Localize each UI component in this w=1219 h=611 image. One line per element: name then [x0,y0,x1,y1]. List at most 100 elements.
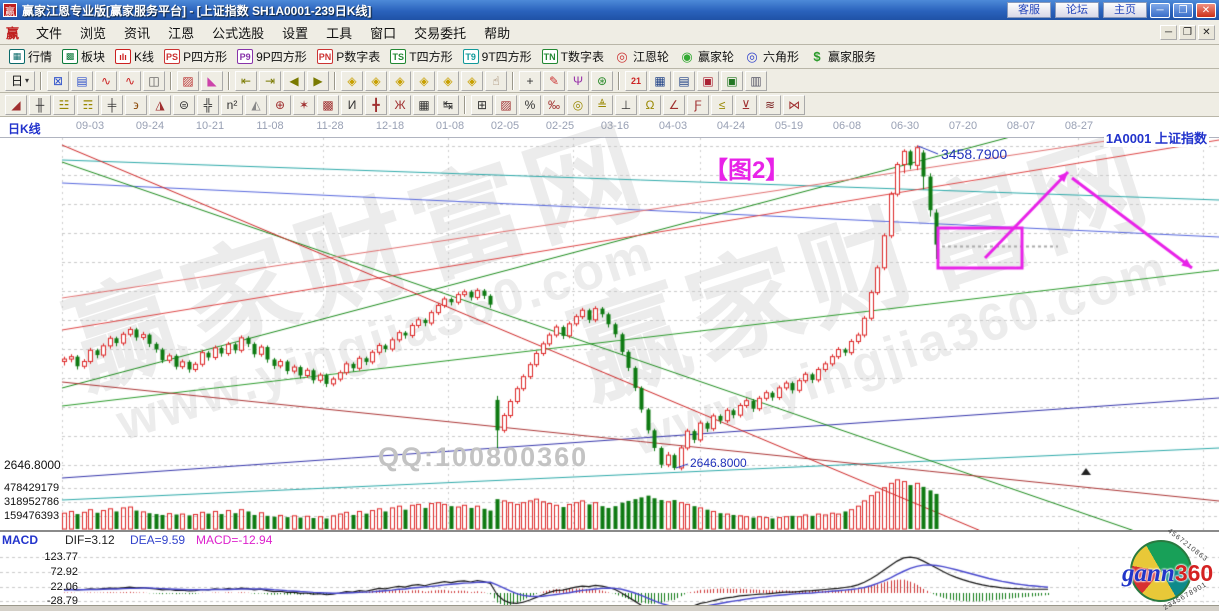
tool-icon[interactable]: ⊜ [173,94,195,115]
tool-icon[interactable]: И [341,94,363,115]
tool-icon[interactable]: ≜ [591,94,613,115]
customer-service-button[interactable]: 客服 [1007,2,1051,18]
menu-item[interactable]: 公式选股 [212,25,265,41]
menu-item[interactable]: 帮助 [484,25,511,41]
tool-icon[interactable]: ▦ [413,94,435,115]
minimize-icon[interactable]: ─ [1150,2,1170,18]
tool-icon[interactable]: ◣ [201,70,223,91]
tool-icon[interactable]: ◀ [283,70,305,91]
tool-icon[interactable]: ⊞ [471,94,493,115]
toolbar-button[interactable]: T9 9T四方形 [462,48,532,65]
toolbar-button[interactable]: ▦ 行情 [9,48,52,65]
tool-icon[interactable]: 21 [625,70,647,91]
macd-pane: 123.77 72.92 22.06 -28.79 [0,547,1219,607]
tool-icon[interactable]: ▩ [317,94,339,115]
tool-icon[interactable]: ⊠ [47,70,69,91]
tool-icon[interactable]: ◎ [567,94,589,115]
tool-icon[interactable]: ⊥ [615,94,637,115]
menu-item[interactable]: 窗口 [370,25,397,41]
tool-icon[interactable]: ▤ [673,70,695,91]
tool-icon[interactable]: ☶ [77,94,99,115]
menu-item[interactable]: 设置 [282,25,309,41]
tool-icon[interactable]: ▤ [71,70,93,91]
tool-icon[interactable]: % [519,94,541,115]
mdi-restore-icon[interactable]: ❐ [1179,24,1196,40]
tool-icon[interactable]: ∿ [119,70,141,91]
menu-item[interactable]: 浏览 [80,25,107,41]
toolbar-button[interactable]: $ 赢家服务 [809,48,876,65]
macd-indicator-label[interactable]: MACD [2,533,38,547]
tool-icon[interactable]: ✶ [293,94,315,115]
tool-icon[interactable]: ▨ [177,70,199,91]
tool-icon[interactable]: ⊕ [269,94,291,115]
toolbar-button[interactable]: ◉ 赢家轮 [679,48,734,65]
tool-icon[interactable]: Ж [389,94,411,115]
tool-icon[interactable]: ↹ [437,94,459,115]
home-button[interactable]: 主页 [1103,2,1147,18]
tool-icon[interactable]: ◫ [143,70,165,91]
tool-icon[interactable]: Ω [639,94,661,115]
toolbar-button[interactable]: ◎ 六角形 [744,48,799,65]
toolbar-button[interactable]: TS T四方形 [390,48,453,65]
forum-button[interactable]: 论坛 [1055,2,1099,18]
mdi-close-icon[interactable]: ✕ [1198,24,1215,40]
tool-icon[interactable]: ☝ [485,70,507,91]
toolbar-button[interactable]: PN P数字表 [316,48,380,65]
chart-canvas[interactable] [0,138,1219,530]
tool-icon[interactable]: ‰ [543,94,565,115]
menu-item[interactable]: 工具 [326,25,353,41]
period-dropdown[interactable]: 日 ▾ [5,70,35,91]
toolbar-button[interactable]: ▩ 板块 [62,48,105,65]
tool-icon[interactable]: ▦ [649,70,671,91]
tool-icon[interactable]: + [519,70,541,91]
menu-item[interactable]: 资讯 [124,25,151,41]
menu-item[interactable]: 江恩 [168,25,195,41]
tool-icon[interactable]: ∠ [663,94,685,115]
tool-icon[interactable]: ╬ [197,94,219,115]
tool-icon[interactable]: ◈ [365,70,387,91]
tool-icon[interactable]: ≤ [711,94,733,115]
tool-icon[interactable]: ⇤ [235,70,257,91]
tool-icon[interactable]: ≋ [759,94,781,115]
tool-icon[interactable]: ◈ [341,70,363,91]
tool-icon[interactable]: ⊻ [735,94,757,115]
tool-icon[interactable]: Ƒ [687,94,709,115]
macd-canvas[interactable] [0,547,1219,605]
tool-icon[interactable]: ▥ [745,70,767,91]
volume-scale-label: 159476393 [4,510,60,522]
tool-icon[interactable]: Ψ [567,70,589,91]
toolbar-button[interactable]: ◎ 江恩轮 [614,48,669,65]
tool-icon[interactable]: ◈ [461,70,483,91]
tool-icon[interactable]: ╋ [365,94,387,115]
toolbar-button[interactable]: P9 9P四方形 [237,48,307,65]
tool-icon[interactable]: ⇥ [259,70,281,91]
toolbar-button-label: 板块 [81,50,106,64]
tool-icon[interactable]: ✎ [543,70,565,91]
restore-icon[interactable]: ❐ [1173,2,1193,18]
tool-icon[interactable]: ▨ [495,94,517,115]
tool-icon[interactable]: ⋈ [783,94,805,115]
tool-icon[interactable]: ▶ [307,70,329,91]
menu-item[interactable]: 交易委托 [414,25,467,41]
toolbar-button[interactable]: TN T数字表 [541,48,604,65]
tool-icon[interactable]: ϶ [125,94,147,115]
tool-icon[interactable]: n² [221,94,243,115]
tool-icon[interactable]: ╫ [29,94,51,115]
tool-icon[interactable]: ╪ [101,94,123,115]
toolbar-button[interactable]: PS P四方形 [164,48,227,65]
menu-item[interactable]: 文件 [36,25,63,41]
tool-icon[interactable]: ◈ [437,70,459,91]
tool-icon[interactable]: ▣ [721,70,743,91]
tool-icon[interactable]: ⊛ [591,70,613,91]
tool-icon[interactable]: ◮ [149,94,171,115]
tool-icon[interactable]: ◢ [5,94,27,115]
tool-icon[interactable]: ∿ [95,70,117,91]
tool-icon[interactable]: ◈ [389,70,411,91]
close-icon[interactable]: ✕ [1196,2,1216,18]
tool-icon[interactable]: ☳ [53,94,75,115]
tool-icon[interactable]: ◈ [413,70,435,91]
mdi-minimize-icon[interactable]: ─ [1160,24,1177,40]
tool-icon[interactable]: ◭ [245,94,267,115]
toolbar-button[interactable]: ılı K线 [115,48,154,65]
tool-icon[interactable]: ▣ [697,70,719,91]
